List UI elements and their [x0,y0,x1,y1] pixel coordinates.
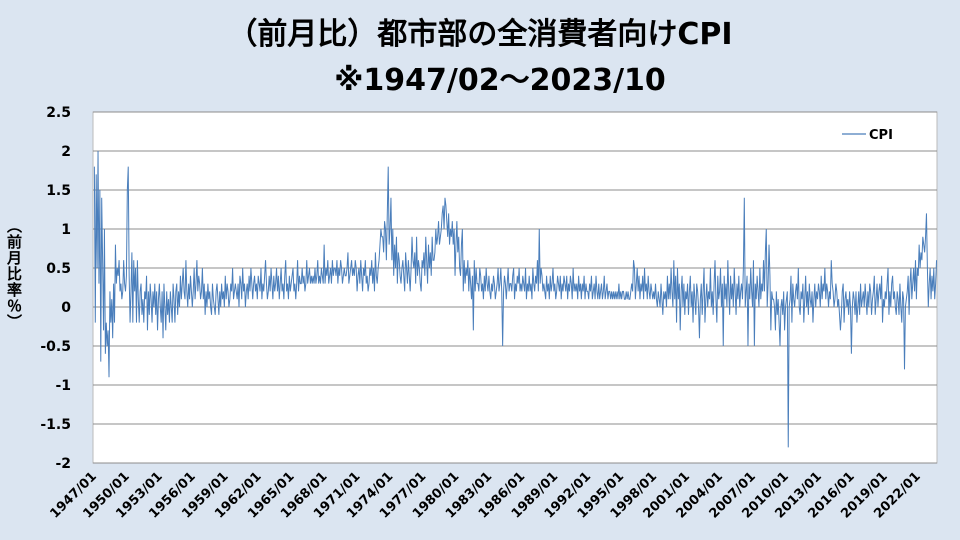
y-tick-label: 1.5 [46,183,71,199]
data-line [93,150,938,448]
y-tick-label: 2 [61,144,71,160]
y-tick-label: 1 [61,222,71,238]
y-tick-label: -2 [55,456,71,472]
y-tick-label: 0.5 [46,261,71,277]
y-tick-label: -1 [55,378,71,394]
chart-title: （前月比）都市部の全消費者向けCPI [227,17,732,52]
y-axis-title: （前月比率％） [5,218,23,330]
y-tick-label: 2.5 [46,105,71,121]
legend-label: CPI [869,128,893,143]
y-tick-label: -0.5 [40,339,71,355]
y-tick-label: 0 [61,300,71,316]
chart-subtitle: ※1947/02～2023/10 [334,63,666,98]
y-tick-label: -1.5 [40,417,71,433]
